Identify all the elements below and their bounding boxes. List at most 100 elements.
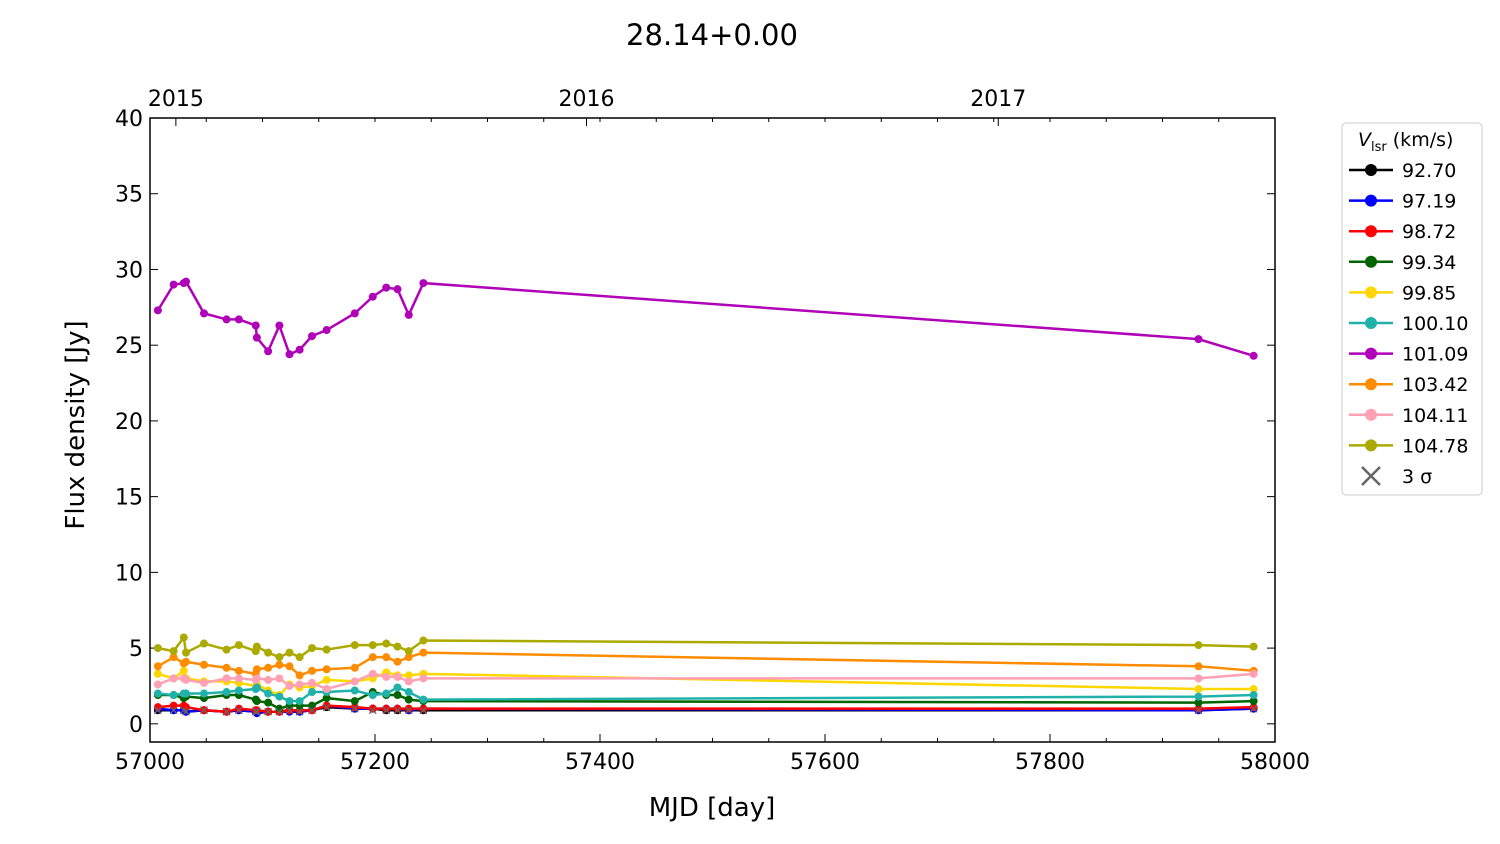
legend-marker [1365,317,1377,329]
data-point [275,321,284,330]
data-point [234,686,243,695]
top-tick-label: 2016 [559,87,615,112]
data-point [404,677,413,686]
data-point [308,332,316,341]
y-tick-label: 10 [115,561,143,586]
legend-label: 104.11 [1402,405,1468,427]
data-point [295,345,304,354]
data-point [295,680,304,689]
sigma-marker [222,707,231,716]
data-point [350,703,359,712]
x-axis-label: MJD [day] [649,793,776,823]
legend-label: 104.78 [1402,435,1468,457]
chart-title: 28.14+0.00 [626,18,798,52]
data-point [393,642,402,651]
legend-label: 99.34 [1402,252,1456,274]
data-point [153,689,162,698]
legend-cross-icon [1361,466,1381,486]
series-103.42 [153,648,1258,680]
data-point [308,666,316,675]
data-point [222,315,231,324]
series-99.85 [153,666,1258,700]
legend-entry: 101.09 [1349,344,1468,366]
y-tick-label: 15 [115,486,143,511]
data-point [264,347,273,356]
data-point [419,279,428,288]
sigma-marker [285,706,294,715]
sigma-marker [169,706,178,715]
data-point [322,645,331,654]
series-line [156,279,1254,357]
legend-entry: 99.34 [1349,252,1456,274]
y-tick-label: 20 [115,410,143,435]
data-point [234,315,243,324]
data-point [419,648,428,657]
legend-entry: 97.19 [1349,191,1456,213]
data-point [295,653,304,662]
data-point [264,663,273,672]
sigma-marker [234,706,243,715]
data-point [1194,684,1203,693]
data-point [350,663,359,672]
y-tick-label: 0 [129,713,143,738]
legend: Vlsr (km/s) 92.70 97.19 98.72 99.34 99.85 100… [1341,122,1483,496]
sigma-marker [200,706,208,715]
data-point [1194,704,1203,713]
data-point [252,642,261,651]
legend-entry: 92.70 [1349,160,1456,182]
data-point [295,697,304,706]
x-tick-label: 57400 [565,750,635,775]
data-point [252,665,261,674]
data-point [1249,691,1258,700]
data-point [285,350,294,359]
data-point [393,704,402,713]
data-point [275,653,284,662]
data-point [368,669,377,678]
data-point [419,704,428,713]
data-point [322,675,331,684]
data-point [200,639,208,648]
data-point [295,671,304,680]
data-point [264,648,273,657]
data-point [200,660,208,669]
y-tick-label: 30 [115,258,143,283]
data-point [153,306,162,315]
data-point [350,677,359,686]
data-point [285,648,294,657]
series-104.78 [153,633,1258,662]
legend-marker [1365,255,1377,268]
data-point [350,697,359,706]
legend-marker [1365,408,1377,421]
sigma-marker [252,707,261,716]
sigma-marker [404,706,413,715]
data-point [222,663,231,672]
legend-label: 103.42 [1402,374,1468,396]
data-point [169,691,178,700]
sigma-marker [419,706,428,715]
legend-label: 97.19 [1402,191,1456,213]
data-point [350,686,359,695]
data-point [222,688,231,697]
data-point [382,672,391,681]
data-point [368,292,377,301]
data-point [200,309,208,318]
data-point [1194,692,1203,701]
data-point [169,647,178,656]
sigma-marker [182,707,190,716]
legend-label: 3 σ [1402,466,1432,488]
data-point [200,678,208,687]
y-tick-label: 35 [115,183,143,208]
data-point [322,701,331,710]
data-point [393,683,402,692]
sigma-marker [264,707,273,716]
data-point [382,704,391,713]
data-point [419,695,428,704]
data-point [404,647,413,656]
data-point [393,691,402,700]
legend-entry-3sigma: 3 σ [1361,466,1432,488]
data-point [368,704,377,713]
data-point [169,701,178,710]
data-point [404,671,413,680]
sigma-marker [275,707,284,716]
data-point [153,644,162,653]
